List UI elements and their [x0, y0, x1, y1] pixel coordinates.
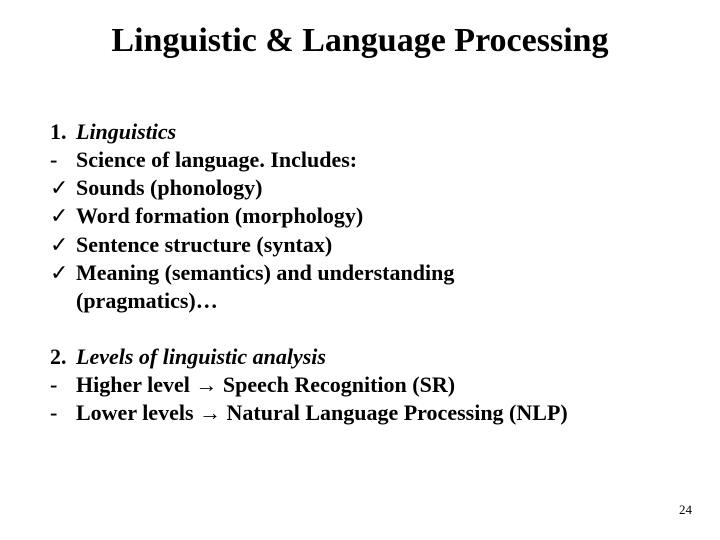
- section-1-check-4-line2: (pragmatics)…: [50, 287, 670, 315]
- section-2-number: 2.: [50, 343, 76, 371]
- section-2-title: Levels of linguistic analysis: [76, 343, 670, 371]
- section-2-heading: 2. Levels of linguistic analysis: [50, 343, 670, 371]
- section-1-dash-1-text: Science of language. Includes:: [76, 146, 670, 174]
- section-1-check-2-text: Word formation (morphology): [76, 202, 670, 230]
- slide-body: 1. Linguistics - Science of language. In…: [50, 118, 670, 428]
- dash-icon: -: [50, 146, 76, 174]
- dash-icon: -: [50, 371, 76, 399]
- section-2-dash-2-text: Lower levels → Natural Language Processi…: [76, 399, 670, 427]
- section-1-dash-1: - Science of language. Includes:: [50, 146, 670, 174]
- section-1-check-3: ✓ Sentence structure (syntax): [50, 231, 670, 259]
- section-1-check-2: ✓ Word formation (morphology): [50, 202, 670, 230]
- section-1-check-4-line1: Meaning (semantics) and understanding: [76, 259, 670, 287]
- section-1-heading: 1. Linguistics: [50, 118, 670, 146]
- page-number: 24: [679, 502, 692, 518]
- check-icon: ✓: [50, 231, 76, 259]
- check-icon: ✓: [50, 259, 76, 287]
- section-1-check-4: ✓ Meaning (semantics) and understanding: [50, 259, 670, 287]
- section-2-dash-1: - Higher level → Speech Recognition (SR): [50, 371, 670, 399]
- section-gap: [50, 315, 670, 343]
- slide-title: Linguistic & Language Processing: [0, 22, 720, 59]
- section-1-title: Linguistics: [76, 118, 670, 146]
- check-icon: ✓: [50, 174, 76, 202]
- dash-icon: -: [50, 399, 76, 427]
- check-icon: ✓: [50, 202, 76, 230]
- section-1-number: 1.: [50, 118, 76, 146]
- section-2-dash-1-text: Higher level → Speech Recognition (SR): [76, 371, 670, 399]
- section-2-dash-2: - Lower levels → Natural Language Proces…: [50, 399, 670, 427]
- section-1-check-3-text: Sentence structure (syntax): [76, 231, 670, 259]
- section-1-check-1: ✓ Sounds (phonology): [50, 174, 670, 202]
- slide: Linguistic & Language Processing 1. Ling…: [0, 0, 720, 540]
- section-1-check-1-text: Sounds (phonology): [76, 174, 670, 202]
